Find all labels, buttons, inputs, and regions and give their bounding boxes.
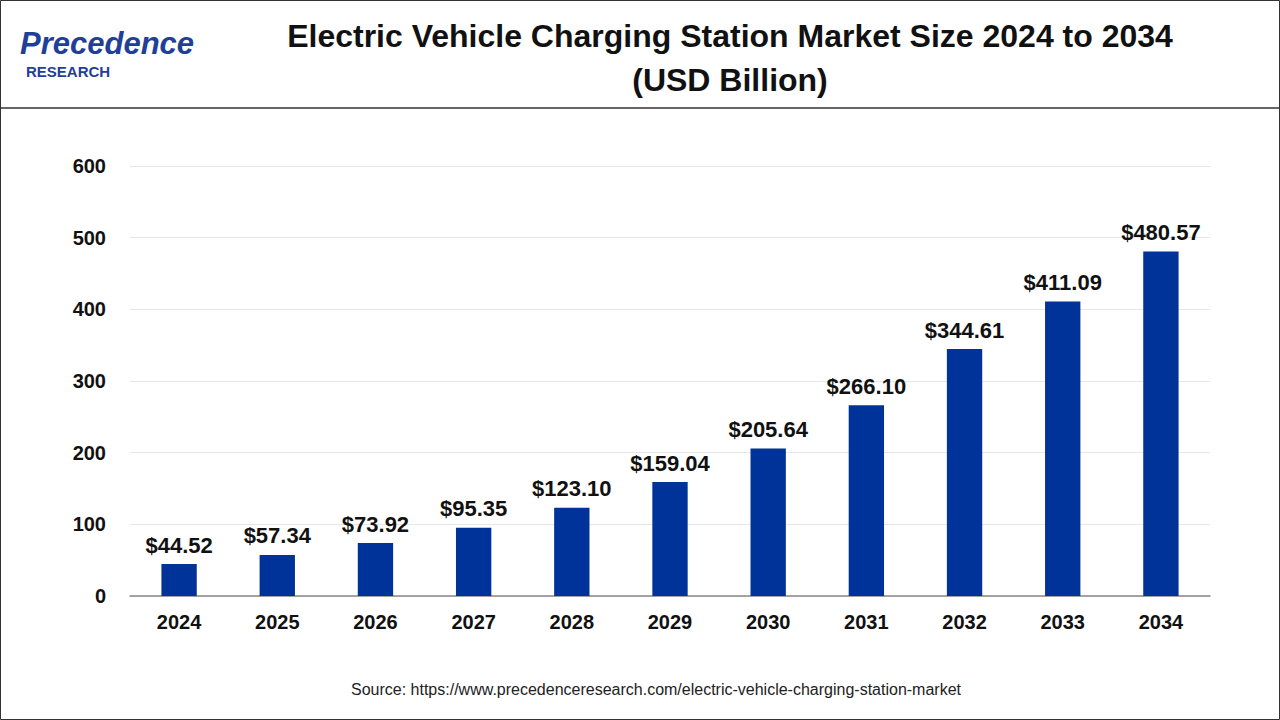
svg-text:$205.64: $205.64: [728, 417, 808, 442]
svg-text:500: 500: [73, 227, 106, 249]
svg-text:Electric Vehicle Charging Stat: Electric Vehicle Charging Station Market…: [287, 18, 1173, 54]
svg-text:$159.04: $159.04: [630, 451, 710, 476]
svg-text:$73.92: $73.92: [342, 512, 409, 537]
svg-text:2026: 2026: [353, 611, 398, 633]
svg-text:2027: 2027: [451, 611, 496, 633]
svg-text:$344.61: $344.61: [925, 318, 1005, 343]
svg-text:2034: 2034: [1139, 611, 1184, 633]
svg-text:2028: 2028: [550, 611, 595, 633]
svg-text:300: 300: [73, 370, 106, 392]
svg-text:$57.34: $57.34: [244, 523, 312, 548]
svg-text:(USD Billion): (USD Billion): [632, 62, 828, 98]
svg-text:2032: 2032: [942, 611, 987, 633]
svg-text:0: 0: [95, 585, 106, 607]
svg-text:2024: 2024: [157, 611, 202, 633]
svg-text:Precedence: Precedence: [20, 26, 194, 61]
svg-text:$95.35: $95.35: [440, 496, 507, 521]
svg-text:2033: 2033: [1040, 611, 1085, 633]
svg-text:$266.10: $266.10: [827, 374, 907, 399]
svg-text:2025: 2025: [255, 611, 300, 633]
svg-text:$123.10: $123.10: [532, 476, 612, 501]
svg-text:200: 200: [73, 442, 106, 464]
svg-text:Source: https://www.precedence: Source: https://www.precedenceresearch.c…: [351, 681, 962, 698]
svg-text:$44.52: $44.52: [145, 533, 212, 558]
svg-text:100: 100: [73, 513, 106, 535]
svg-text:$411.09: $411.09: [1024, 270, 1102, 295]
svg-text:$480.57: $480.57: [1121, 220, 1201, 245]
svg-text:2029: 2029: [648, 611, 693, 633]
svg-text:600: 600: [73, 155, 106, 177]
svg-text:2030: 2030: [746, 611, 791, 633]
svg-text:400: 400: [73, 298, 106, 320]
svg-text:RESEARCH: RESEARCH: [26, 63, 110, 80]
svg-text:2031: 2031: [844, 611, 889, 633]
